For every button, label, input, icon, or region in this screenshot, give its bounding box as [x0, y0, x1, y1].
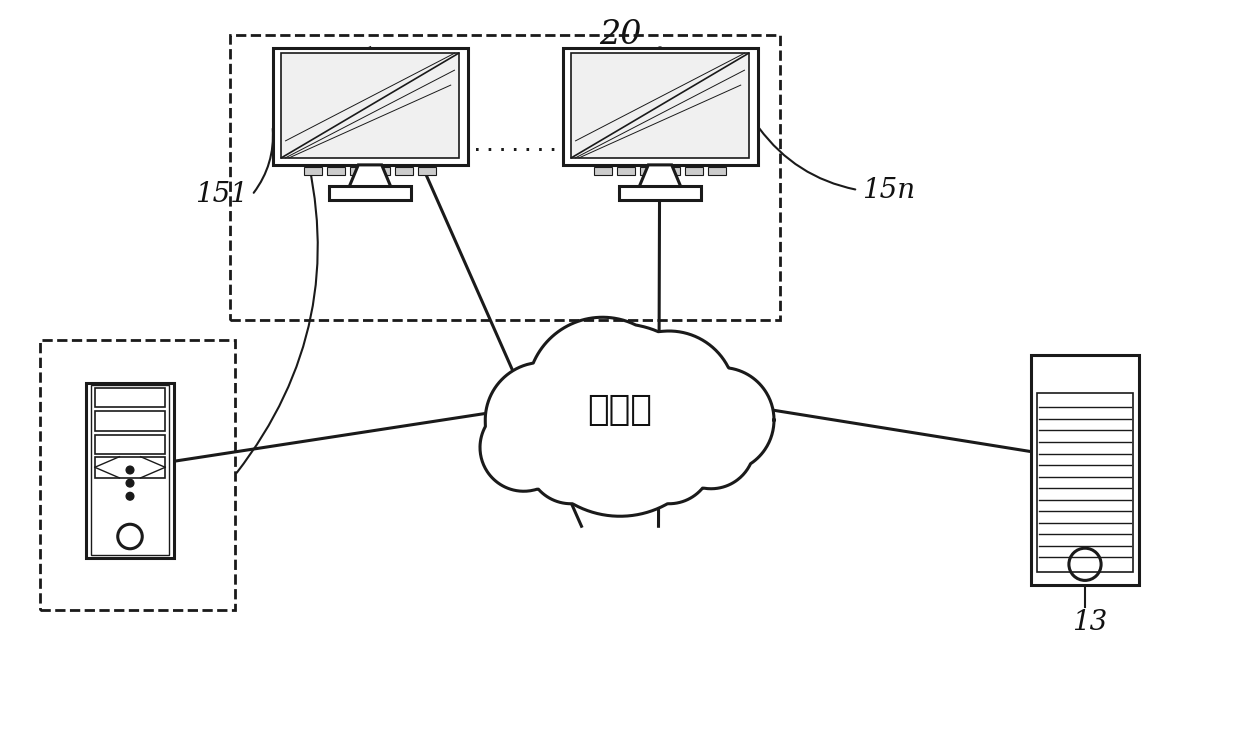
Bar [395, 167, 413, 174]
Bar [663, 167, 680, 174]
Circle shape [528, 416, 615, 504]
Circle shape [479, 404, 567, 491]
Bar [230, 35, 781, 320]
Circle shape [668, 402, 755, 489]
Circle shape [524, 323, 716, 516]
Bar [273, 48, 467, 165]
Bar [95, 457, 165, 478]
Bar [571, 53, 748, 158]
Circle shape [126, 480, 134, 487]
Bar [92, 385, 169, 555]
Bar [95, 435, 165, 454]
Text: 互联网: 互联网 [587, 393, 653, 427]
Bar [330, 186, 411, 200]
Bar [685, 167, 703, 174]
Text: 151: 151 [195, 182, 248, 209]
Circle shape [486, 362, 601, 477]
Text: 21: 21 [305, 121, 341, 148]
Text: 20: 20 [598, 19, 642, 51]
Bar [373, 167, 390, 174]
Bar [709, 167, 726, 174]
Text: ~: ~ [612, 43, 627, 61]
Text: .......: ....... [471, 135, 559, 155]
Bar [327, 167, 344, 174]
Bar [617, 167, 634, 174]
Circle shape [626, 416, 712, 504]
Bar [639, 167, 658, 174]
Text: 15n: 15n [862, 177, 916, 204]
Bar [595, 167, 612, 174]
Circle shape [602, 331, 736, 464]
Polygon shape [348, 165, 392, 188]
Text: 13: 13 [1073, 610, 1108, 637]
Bar [40, 340, 235, 610]
Bar [1031, 355, 1139, 585]
Circle shape [669, 367, 774, 472]
Bar [95, 388, 165, 407]
Bar [620, 186, 701, 200]
Bar [85, 383, 173, 558]
Bar [349, 167, 368, 174]
Bar [1037, 393, 1132, 572]
Circle shape [528, 318, 678, 468]
Circle shape [126, 466, 134, 474]
Bar [419, 167, 436, 174]
Bar [281, 53, 458, 158]
Circle shape [576, 416, 664, 504]
Circle shape [126, 493, 134, 500]
Bar [95, 412, 165, 431]
Bar [563, 48, 757, 165]
Polygon shape [638, 165, 681, 188]
Bar [305, 167, 322, 174]
